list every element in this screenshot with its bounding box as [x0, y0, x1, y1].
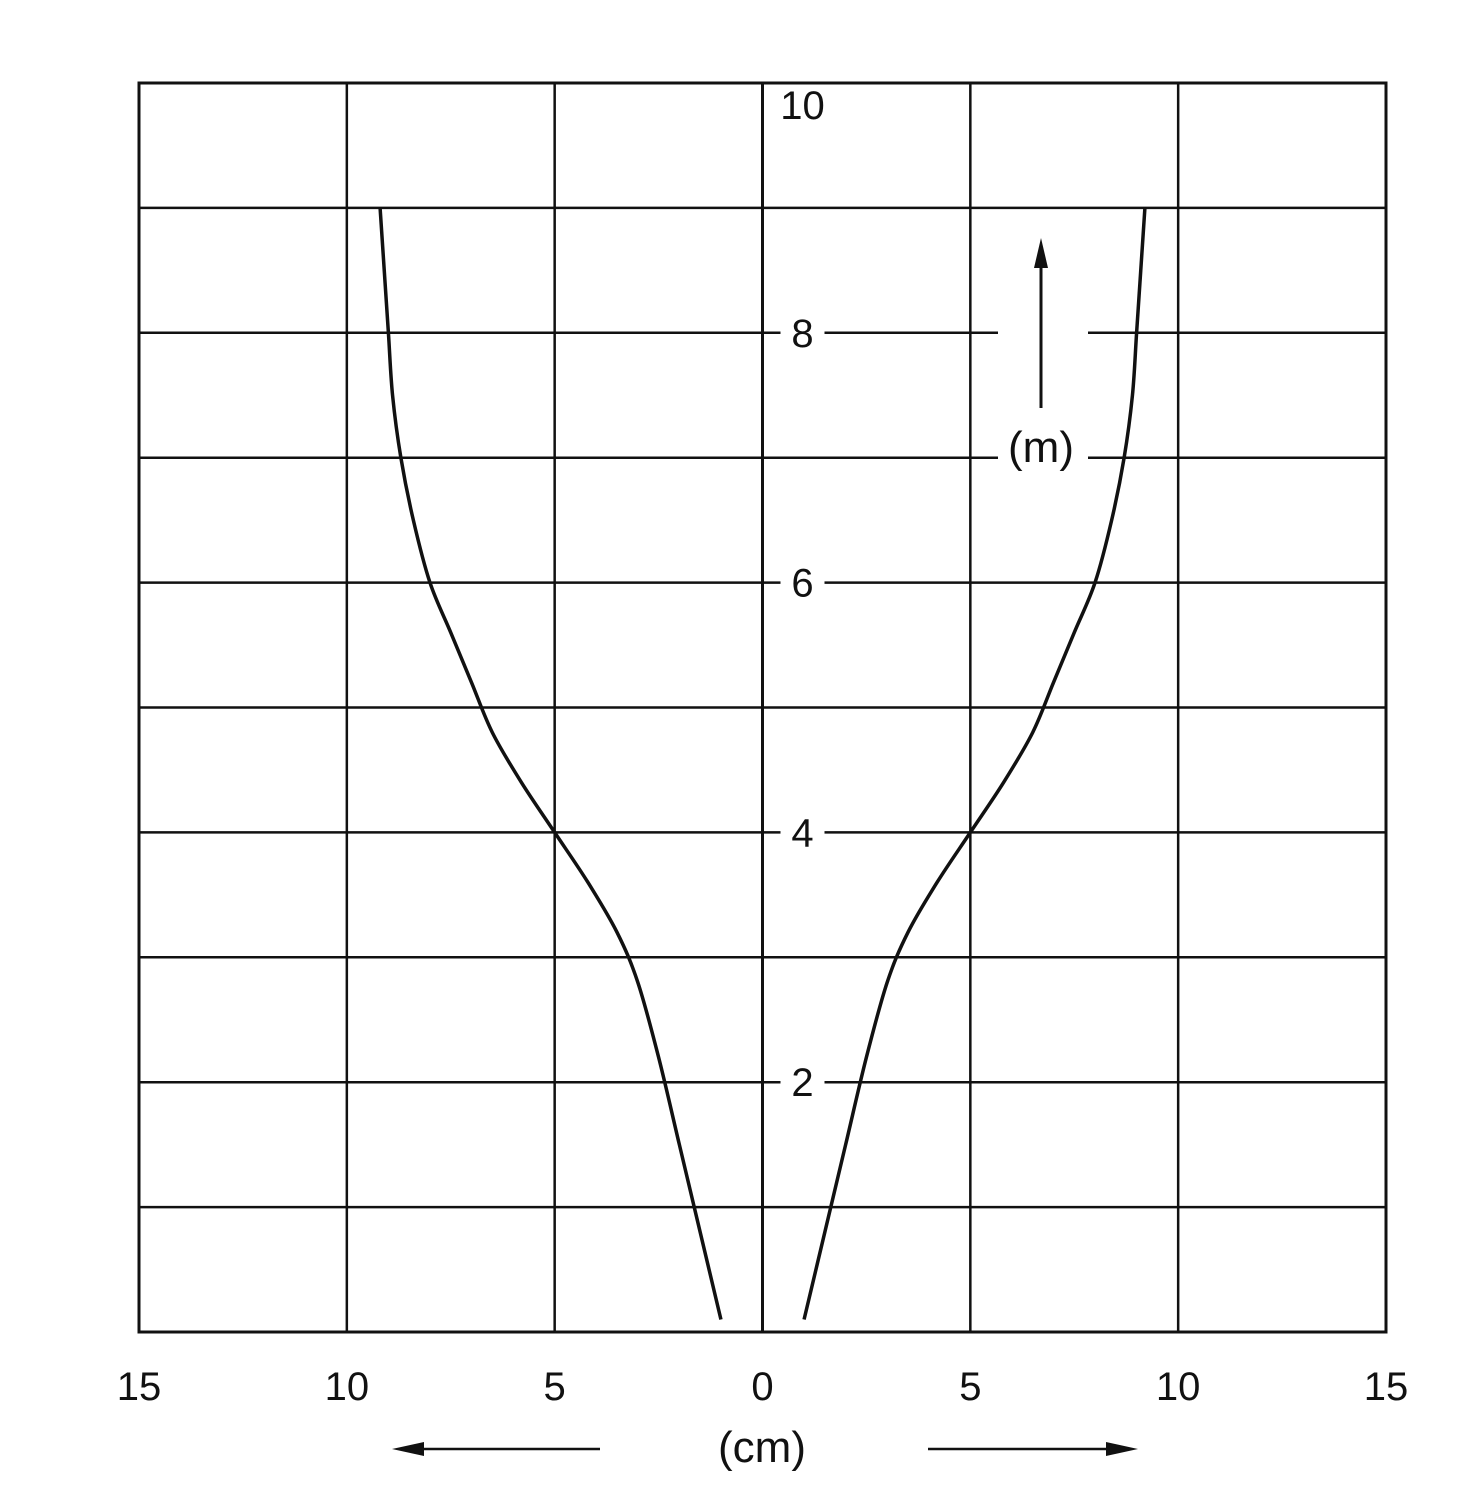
y-axis-label: (m) [1008, 423, 1074, 472]
horizontal-gridlines [139, 206, 1386, 1209]
y-tick-label: 8 [791, 312, 813, 356]
y-tick-label: 2 [791, 1061, 813, 1105]
curve-right [802, 207, 1147, 1320]
x-tick-labels: 15 10 5 0 5 10 15 [117, 1365, 1409, 1409]
x-axis-arrowhead-right [1106, 1442, 1138, 1456]
x-tick-label: 15 [117, 1365, 162, 1409]
x-axis-arrowhead-left [392, 1442, 424, 1456]
plot-frame [137, 81, 1388, 1334]
y-tick-label: 6 [791, 562, 813, 606]
y-axis-arrowhead [1034, 238, 1048, 268]
y-tick-label: 10 [780, 84, 825, 128]
x-tick-label: 15 [1364, 1365, 1409, 1409]
y-tick-labels: 2 4 6 8 10 [780, 84, 825, 1105]
curves [378, 207, 1147, 1320]
x-axis-label: (cm) [718, 1423, 806, 1472]
x-tick-label: 10 [1156, 1365, 1201, 1409]
x-tick-label: 5 [959, 1365, 981, 1409]
curve-left [378, 207, 723, 1320]
x-tick-label: 10 [325, 1365, 370, 1409]
x-tick-label: 0 [751, 1365, 773, 1409]
x-tick-label: 5 [544, 1365, 566, 1409]
y-tick-label: 4 [791, 811, 813, 855]
